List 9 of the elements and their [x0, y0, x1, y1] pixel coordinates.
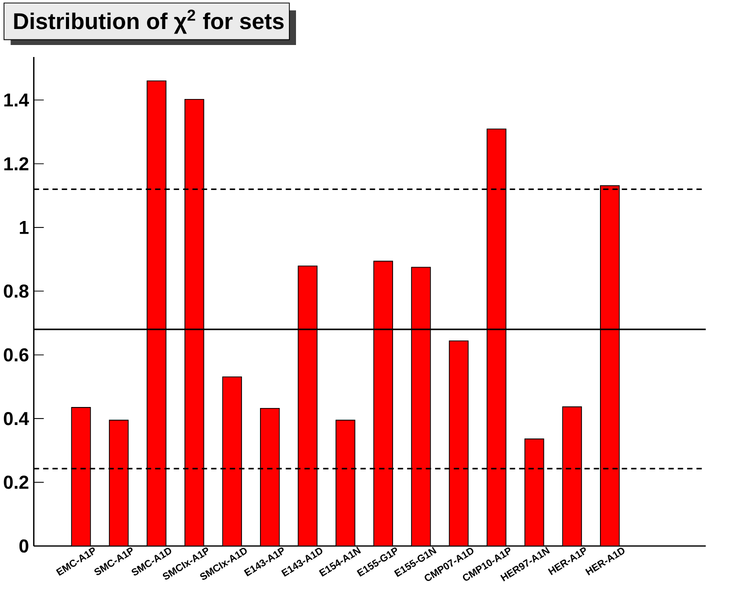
- y-tick-label: 0: [19, 539, 28, 553]
- y-tick-label: 0.4: [4, 412, 29, 426]
- y-tick-label: 0.2: [4, 476, 28, 489]
- y-tick-label: 0.8: [4, 284, 28, 298]
- y-tick-label: 0.6: [4, 348, 28, 362]
- chart-title: Distribution of χ$^{2}$ for sets: [14, 10, 284, 34]
- y-tick-label: 1.2: [4, 157, 28, 170]
- y-tick-label: 1.4: [4, 94, 29, 106]
- y-tick-label: 1: [20, 221, 29, 234]
